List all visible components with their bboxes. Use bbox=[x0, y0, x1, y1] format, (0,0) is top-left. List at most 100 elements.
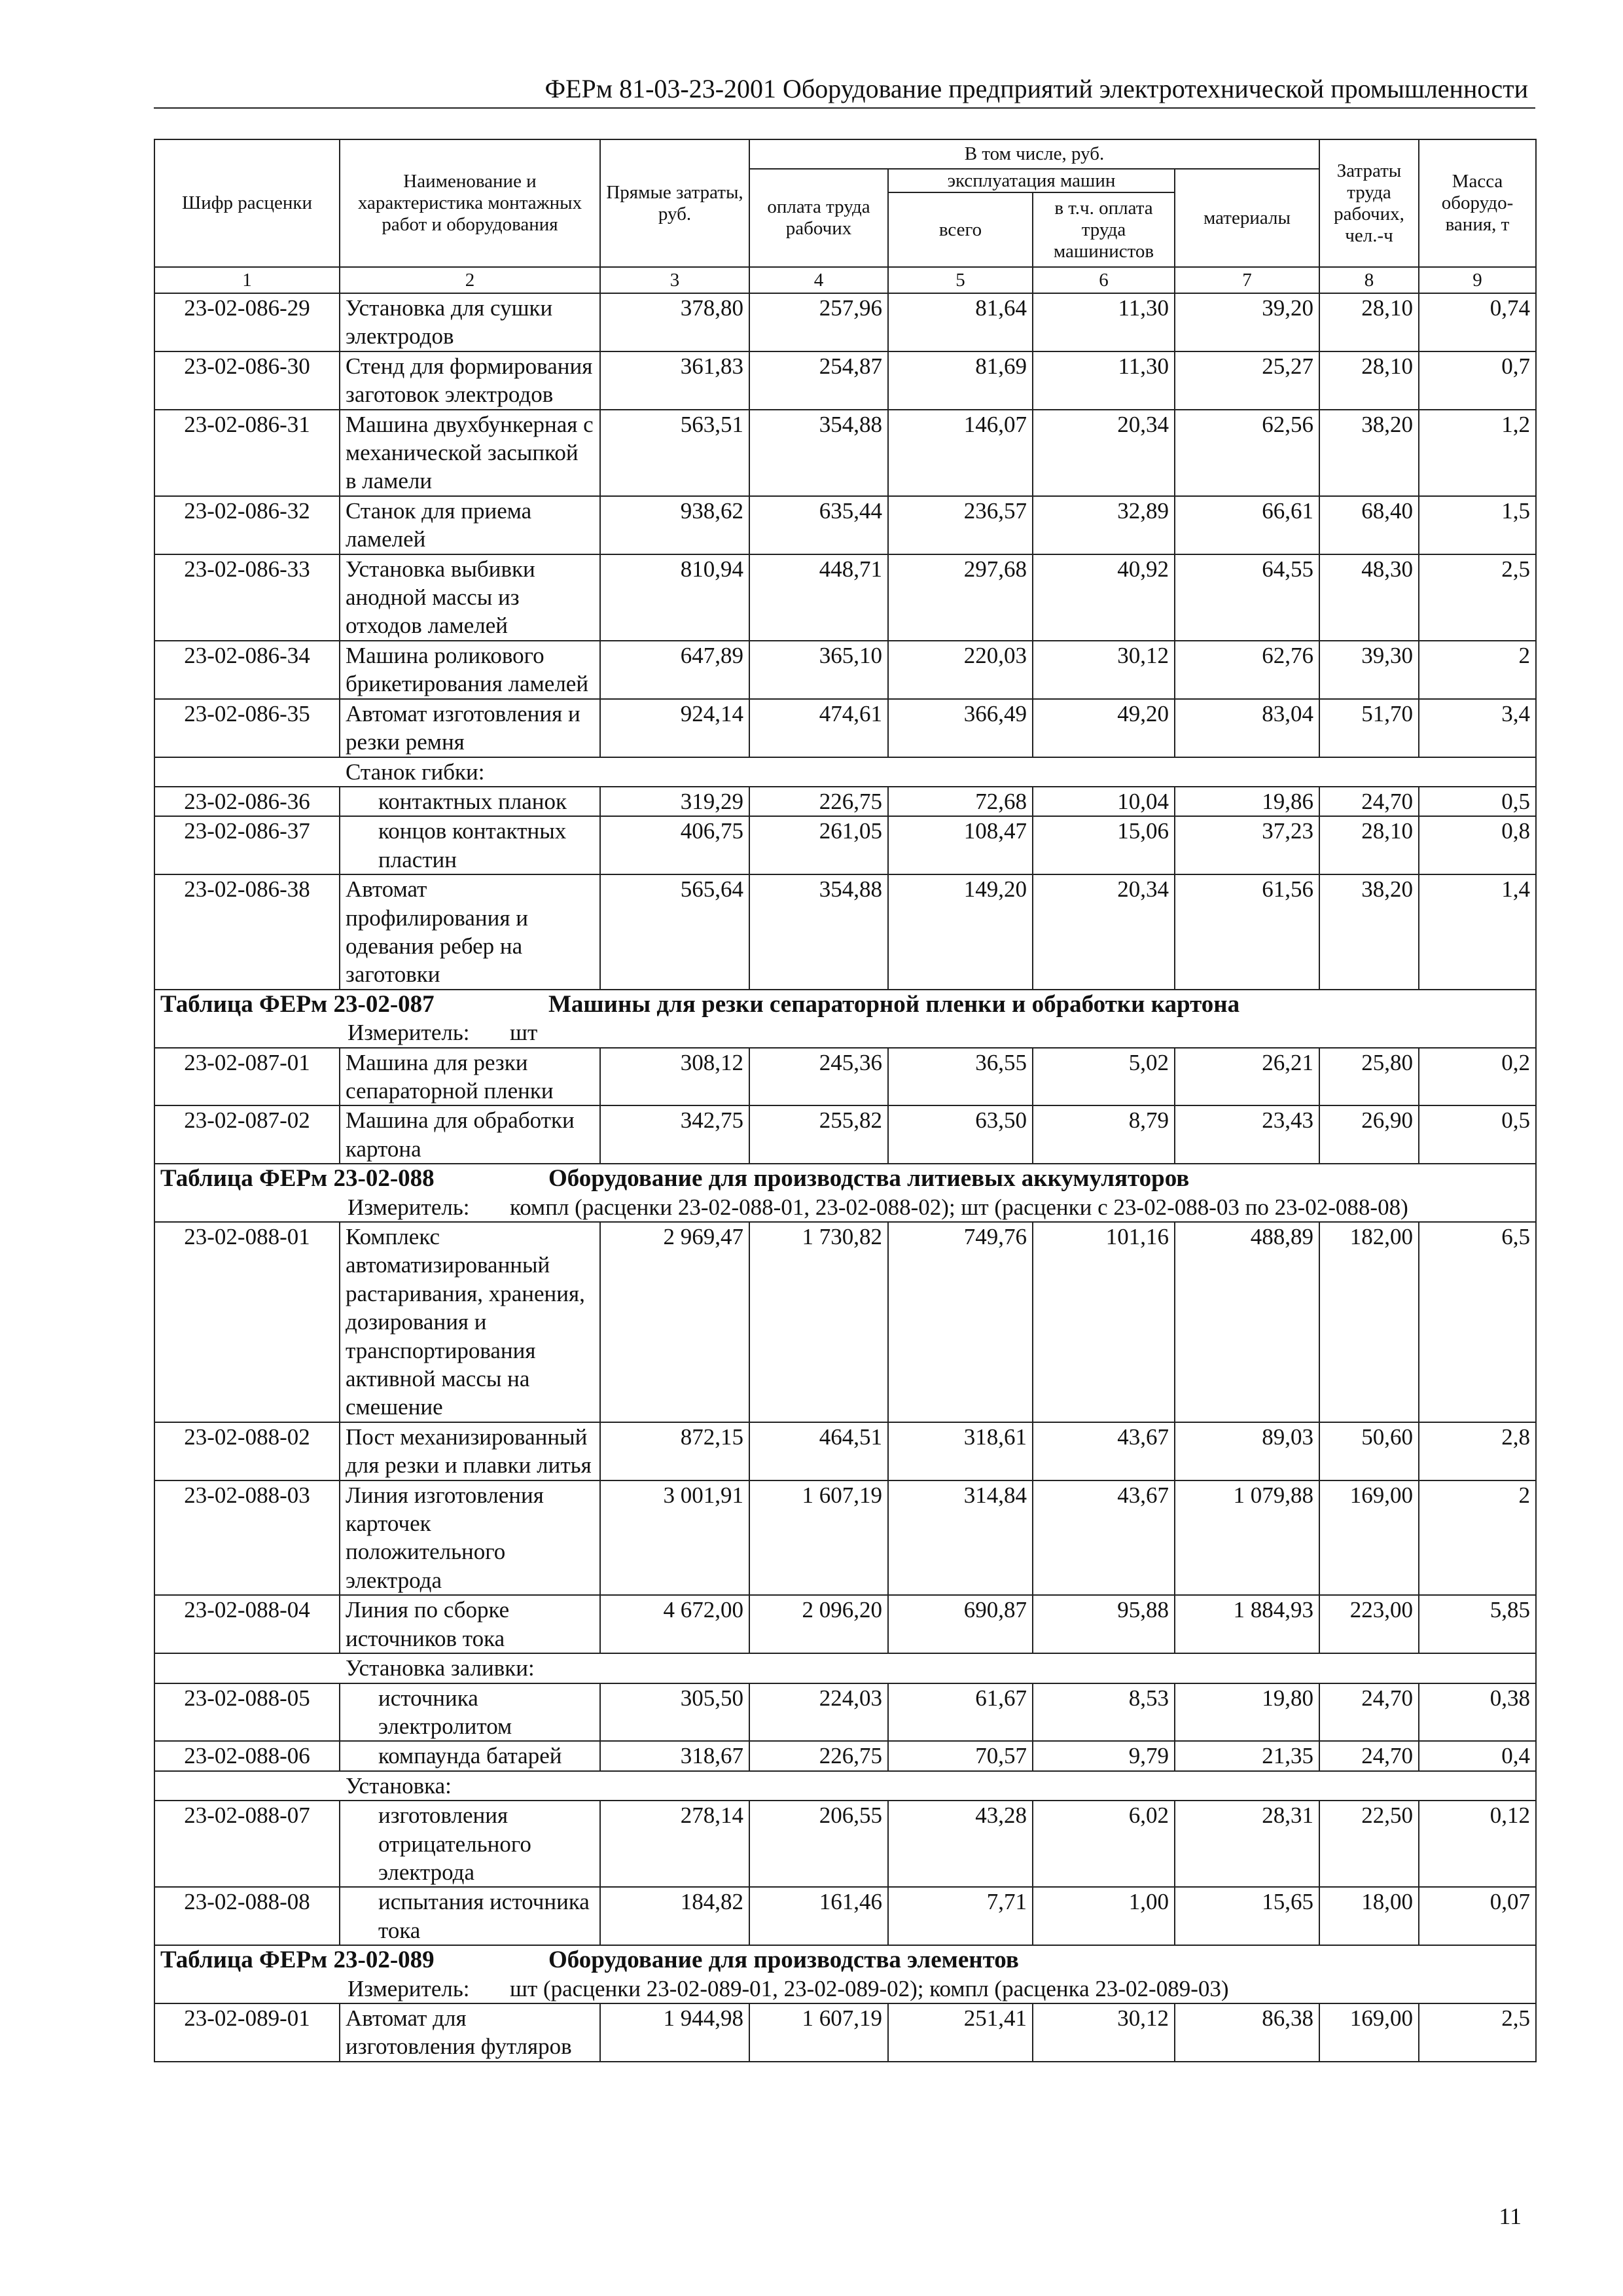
rate-code: 23-02-086-34 bbox=[154, 639, 340, 700]
rate-value: 2 bbox=[1418, 639, 1537, 700]
rate-name: источника электролитом bbox=[339, 1682, 601, 1742]
rate-name: Линия по сборке источников тока bbox=[339, 1594, 601, 1655]
rate-value: 245,36 bbox=[749, 1047, 889, 1107]
rate-value: 1,00 bbox=[1032, 1886, 1175, 1946]
rate-row: 23-02-086-31 Машина двухбункерная с механ… bbox=[154, 408, 1537, 497]
page-number: 11 bbox=[1499, 2203, 1522, 2229]
rate-value: 18,00 bbox=[1319, 1886, 1419, 1946]
rate-row: 23-02-086-30 Стенд для формирования загот… bbox=[154, 350, 1537, 410]
rate-value: 169,00 bbox=[1319, 2002, 1419, 2062]
rate-value: 64,55 bbox=[1174, 553, 1320, 641]
group-label: Установка заливки: bbox=[154, 1653, 1537, 1683]
rate-value: 43,28 bbox=[887, 1800, 1033, 1888]
measure-row: Измеритель: компл (расценки 23-02-088-01,… bbox=[154, 1193, 1537, 1223]
rate-code: 23-02-088-01 bbox=[154, 1221, 340, 1423]
rate-value: 297,68 bbox=[887, 553, 1033, 641]
rate-value: 10,04 bbox=[1032, 785, 1175, 817]
rate-name: Установка выбивки анодной массы из отход… bbox=[339, 553, 601, 641]
rate-value: 25,27 bbox=[1174, 350, 1320, 410]
rate-value: 318,67 bbox=[599, 1740, 750, 1772]
rate-row: 23-02-088-05 источника электролитом 305,50… bbox=[154, 1682, 1537, 1742]
header-cell: эксплуатация машин bbox=[887, 168, 1175, 193]
group-label: Установка: bbox=[154, 1770, 1537, 1801]
rate-value: 0,12 bbox=[1418, 1800, 1537, 1888]
rate-row: 23-02-086-37 концов контактных пластин 406… bbox=[154, 816, 1537, 876]
rate-value: 20,34 bbox=[1032, 408, 1175, 497]
rate-value: 161,46 bbox=[749, 1886, 889, 1946]
group-row: Установка заливки: bbox=[154, 1653, 1537, 1683]
rate-value: 32,89 bbox=[1032, 495, 1175, 555]
measure-unit: шт (расценки 23-02-089-01, 23-02-089-02)… bbox=[510, 1975, 1229, 2001]
rate-value: 305,50 bbox=[599, 1682, 750, 1742]
rate-value: 11,30 bbox=[1032, 350, 1175, 410]
rate-value: 0,4 bbox=[1418, 1740, 1537, 1772]
rate-code: 23-02-086-31 bbox=[154, 408, 340, 497]
rate-value: 749,76 bbox=[887, 1221, 1033, 1423]
rate-value: 5,85 bbox=[1418, 1594, 1537, 1655]
measure-cell: Измеритель: компл (расценки 23-02-088-01,… bbox=[154, 1193, 1537, 1223]
rate-name: Машина роликового брикетирования ламелей bbox=[339, 639, 601, 700]
rate-value: 30,12 bbox=[1032, 2002, 1175, 2062]
rate-value: 70,57 bbox=[887, 1740, 1033, 1772]
header-cell: в т.ч. оплата труда машинистов bbox=[1032, 192, 1175, 268]
rate-value: 36,55 bbox=[887, 1047, 1033, 1107]
rate-value: 565,64 bbox=[599, 874, 750, 990]
rate-value: 61,67 bbox=[887, 1682, 1033, 1742]
rate-value: 366,49 bbox=[887, 698, 1033, 758]
rate-value: 365,10 bbox=[749, 639, 889, 700]
rate-value: 226,75 bbox=[749, 785, 889, 817]
rate-value: 62,76 bbox=[1174, 639, 1320, 700]
rate-value: 28,10 bbox=[1319, 350, 1419, 410]
measure-cell: Измеритель: шт (расценки 23-02-089-01, 23… bbox=[154, 1974, 1537, 2004]
rate-code: 23-02-088-06 bbox=[154, 1740, 340, 1772]
rate-value: 1 079,88 bbox=[1174, 1479, 1320, 1596]
table-title-cell: Таблица ФЕРм 23-02-087 Машины для резки с… bbox=[154, 988, 1537, 1019]
rate-value: 3 001,91 bbox=[599, 1479, 750, 1596]
column-number: 2 bbox=[339, 266, 601, 294]
measure-row: Измеритель: шт bbox=[154, 1018, 1537, 1049]
rate-value: 0,74 bbox=[1418, 293, 1537, 352]
table-code: Таблица ФЕРм 23-02-088 bbox=[160, 1165, 435, 1193]
rate-value: 6,5 bbox=[1418, 1221, 1537, 1423]
rate-row: 23-02-088-08 испытания источника тока 184,… bbox=[154, 1886, 1537, 1946]
rate-name: Автомат для изготовления футляров bbox=[339, 2002, 601, 2062]
measure-unit: шт bbox=[510, 1020, 538, 1046]
rate-value: 251,41 bbox=[887, 2002, 1033, 2062]
rate-value: 6,02 bbox=[1032, 1800, 1175, 1888]
rate-value: 81,69 bbox=[887, 350, 1033, 410]
rate-value: 2,5 bbox=[1418, 2002, 1537, 2062]
rate-value: 0,2 bbox=[1418, 1047, 1537, 1107]
rate-name: Станок для приема ламелей bbox=[339, 495, 601, 555]
rate-value: 1 607,19 bbox=[749, 1479, 889, 1596]
rate-value: 40,92 bbox=[1032, 553, 1175, 641]
header-cell: материалы bbox=[1174, 168, 1320, 268]
group-label: Станок гибки: bbox=[154, 756, 1537, 787]
rate-code: 23-02-086-33 bbox=[154, 553, 340, 641]
rate-value: 690,87 bbox=[887, 1594, 1033, 1655]
rate-value: 0,38 bbox=[1418, 1682, 1537, 1742]
rate-value: 37,23 bbox=[1174, 816, 1320, 876]
rate-row: 23-02-086-29 Установка для сушки электрод… bbox=[154, 293, 1537, 352]
rate-value: 15,06 bbox=[1032, 816, 1175, 876]
rate-value: 68,40 bbox=[1319, 495, 1419, 555]
column-number: 1 bbox=[154, 266, 340, 294]
rate-name: Автомат изготовления и резки ремня bbox=[339, 698, 601, 758]
rate-value: 342,75 bbox=[599, 1105, 750, 1165]
column-number: 8 bbox=[1319, 266, 1419, 294]
table-head: Шифр расценки Наименование и характерист… bbox=[154, 139, 1537, 268]
rate-row: 23-02-086-35 Автомат изготовления и резки… bbox=[154, 698, 1537, 758]
rate-value: 38,20 bbox=[1319, 874, 1419, 990]
rate-name: Установка для сушки электродов bbox=[339, 293, 601, 352]
rate-row: 23-02-086-33 Установка выбивки анодной ма… bbox=[154, 553, 1537, 641]
rate-code: 23-02-088-05 bbox=[154, 1682, 340, 1742]
table-code: Таблица ФЕРм 23-02-089 bbox=[160, 1946, 435, 1974]
header-cell: оплата труда рабочих bbox=[749, 168, 889, 268]
rate-value: 9,79 bbox=[1032, 1740, 1175, 1772]
rate-code: 23-02-089-01 bbox=[154, 2002, 340, 2062]
rate-value: 61,56 bbox=[1174, 874, 1320, 990]
column-number: 6 bbox=[1032, 266, 1175, 294]
rate-value: 1,5 bbox=[1418, 495, 1537, 555]
rate-value: 86,38 bbox=[1174, 2002, 1320, 2062]
